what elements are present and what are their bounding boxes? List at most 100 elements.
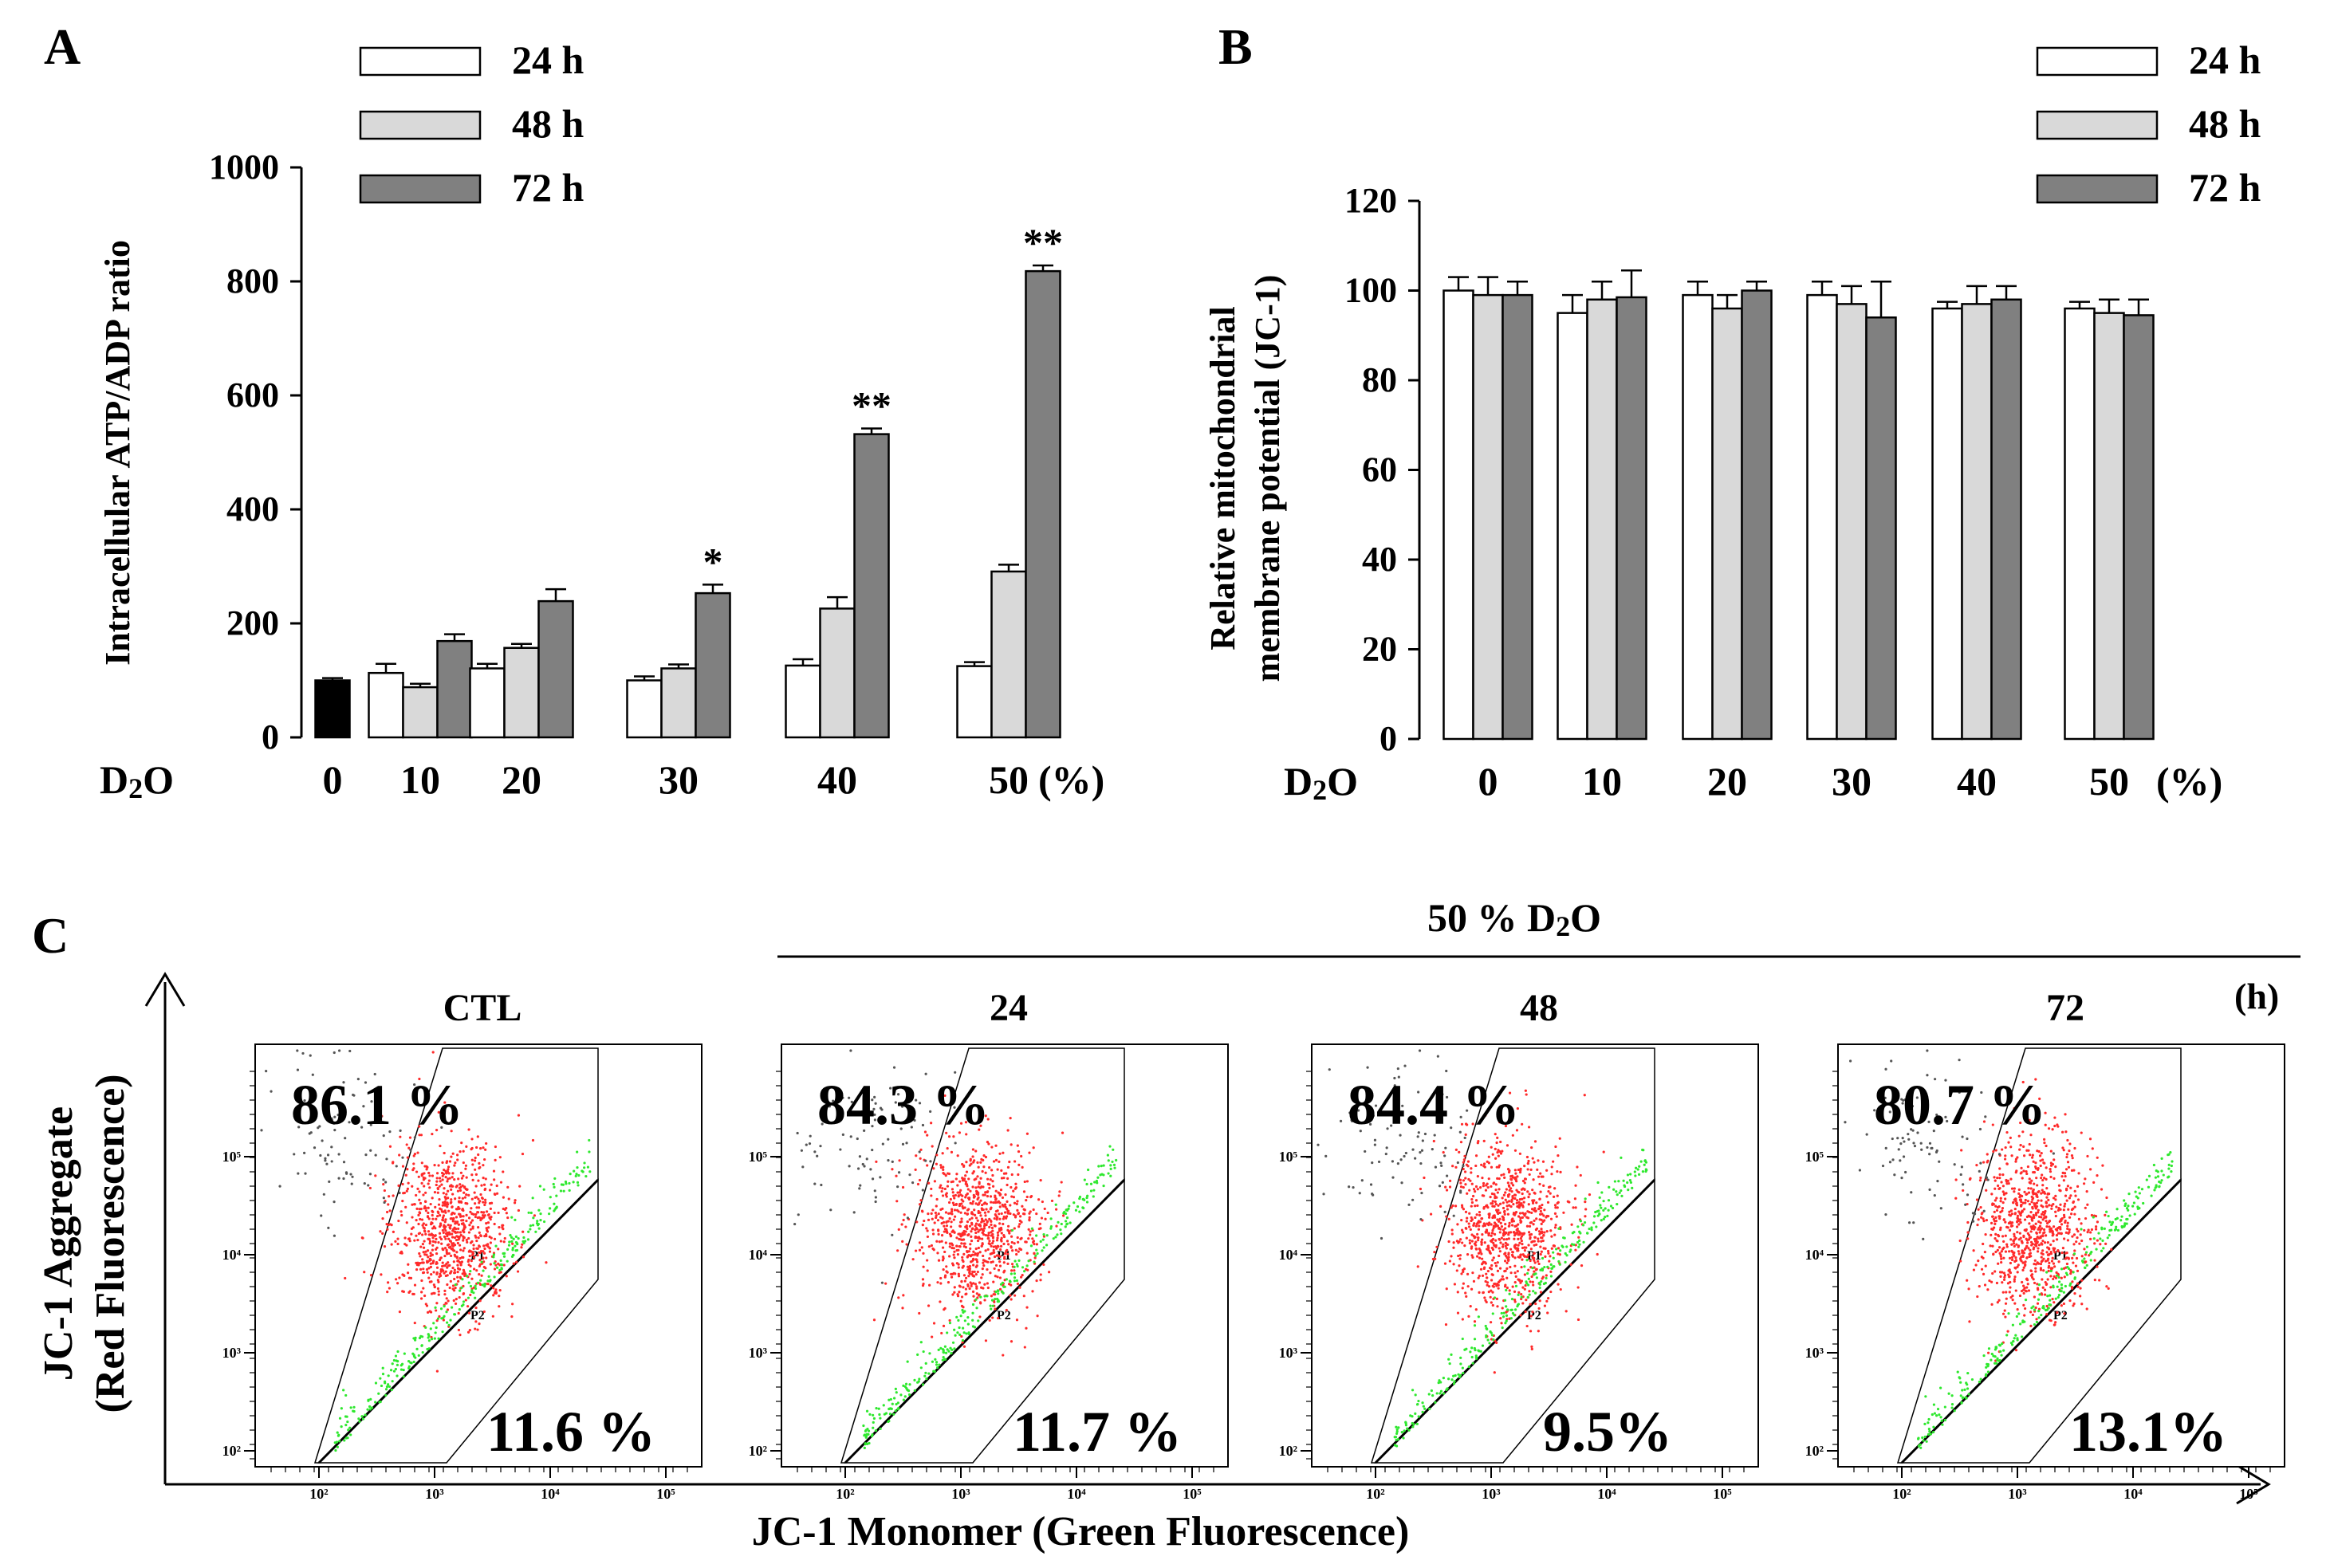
dot-red: [1443, 1262, 1447, 1265]
dot-red: [451, 1242, 454, 1245]
dot-red: [1526, 1190, 1529, 1193]
dot-red: [497, 1248, 500, 1251]
y-tick-label: 200: [226, 603, 279, 643]
dot-green: [407, 1360, 411, 1363]
dot-red: [2066, 1161, 2070, 1164]
dot-red: [931, 1335, 934, 1338]
dot-red: [1998, 1167, 2001, 1170]
x-tick-label: 50: [2089, 759, 2129, 804]
dot-red: [455, 1216, 459, 1219]
dot-red: [493, 1267, 497, 1271]
dot-red: [1002, 1233, 1006, 1237]
dot-red: [969, 1254, 973, 1257]
dot-red: [982, 1208, 985, 1212]
dot-gray: [874, 1200, 877, 1204]
dot-gray: [304, 1172, 307, 1175]
dot-red: [470, 1138, 474, 1141]
dot-red: [1460, 1219, 1463, 1222]
dot-green: [396, 1360, 399, 1363]
dot-green: [385, 1385, 389, 1389]
dot-green: [1618, 1191, 1621, 1194]
dot-red: [940, 1240, 943, 1243]
dot-green: [560, 1183, 564, 1186]
x-tick-label: 20: [1707, 759, 1747, 804]
legend-label: 72 h: [2189, 165, 2261, 210]
dot-red: [417, 1213, 420, 1216]
dot-red: [965, 1292, 968, 1295]
dot-red: [1503, 1210, 1506, 1213]
dot-green: [1102, 1173, 1105, 1177]
dot-red: [1465, 1236, 1468, 1240]
dot-green: [474, 1296, 477, 1299]
dot-red: [2026, 1283, 2029, 1286]
dot-red: [428, 1240, 432, 1243]
dot-gray: [382, 1134, 385, 1138]
dot-red: [2049, 1243, 2053, 1247]
dot-red: [2033, 1295, 2036, 1299]
dot-red: [431, 1236, 435, 1240]
dot-red: [1498, 1220, 1501, 1223]
dot-red: [2035, 1238, 2038, 1241]
dot-red: [461, 1272, 464, 1275]
dot-green: [583, 1161, 586, 1165]
dot-green: [1016, 1264, 1019, 1268]
dot-green: [1060, 1222, 1063, 1226]
dot-red: [443, 1289, 447, 1292]
x-axis-prefix: D2O: [1284, 759, 1358, 806]
dot-gray: [1411, 1198, 1415, 1201]
dot-red: [1476, 1142, 1479, 1145]
dot-gray: [813, 1182, 817, 1185]
dot-red: [1507, 1253, 1510, 1256]
dot-red: [418, 1125, 421, 1128]
dot-red: [485, 1222, 488, 1225]
dot-red: [932, 1322, 936, 1325]
dot-gray: [1391, 1160, 1395, 1163]
dot-red: [954, 1215, 957, 1218]
bar: [503, 646, 540, 739]
dot-red: [2035, 1318, 2038, 1321]
dot-red: [2030, 1244, 2033, 1247]
dot-red: [413, 1239, 416, 1242]
dot-red: [2064, 1113, 2067, 1116]
dot-red: [1023, 1346, 1026, 1349]
dot-red: [962, 1264, 965, 1268]
dot-red: [1431, 1257, 1435, 1261]
dot-green: [379, 1377, 382, 1380]
dot-red: [436, 1279, 439, 1282]
dot-red: [1525, 1093, 1528, 1096]
dot-red: [2014, 1160, 2017, 1163]
dot-red: [442, 1201, 445, 1204]
dot-gray: [345, 1172, 348, 1175]
dot-red: [998, 1160, 1001, 1163]
dot-green: [1041, 1249, 1044, 1252]
x-tick-label: 40: [1957, 759, 1997, 804]
dot-red: [1499, 1140, 1502, 1144]
dot-red: [2101, 1164, 2104, 1167]
dot-red: [460, 1219, 463, 1222]
dot-red: [1493, 1371, 1496, 1374]
dot-red: [2096, 1220, 2100, 1224]
dot-red: [1994, 1216, 1997, 1219]
dot-red: [2090, 1228, 2094, 1232]
dot-red: [927, 1218, 931, 1221]
dot-red: [996, 1216, 999, 1219]
dot-gray: [337, 1177, 340, 1180]
dot-red: [1000, 1228, 1003, 1231]
dot-green: [568, 1189, 571, 1192]
dot-red: [1496, 1269, 1500, 1272]
dot-red: [950, 1150, 954, 1153]
dot-red: [999, 1189, 1003, 1192]
dot-red: [2074, 1194, 2077, 1197]
dot-red: [986, 1118, 990, 1121]
dot-green: [1395, 1428, 1399, 1432]
dot-red: [968, 1271, 971, 1275]
dot-red: [443, 1220, 447, 1224]
dot-green: [368, 1408, 372, 1411]
dot-red: [1010, 1185, 1013, 1189]
dot-red: [424, 1250, 427, 1253]
dot-green: [913, 1378, 916, 1381]
dot-green: [1450, 1353, 1453, 1356]
dot-red: [2069, 1194, 2072, 1197]
dot-red: [896, 1249, 899, 1252]
dot-red: [1527, 1159, 1530, 1163]
